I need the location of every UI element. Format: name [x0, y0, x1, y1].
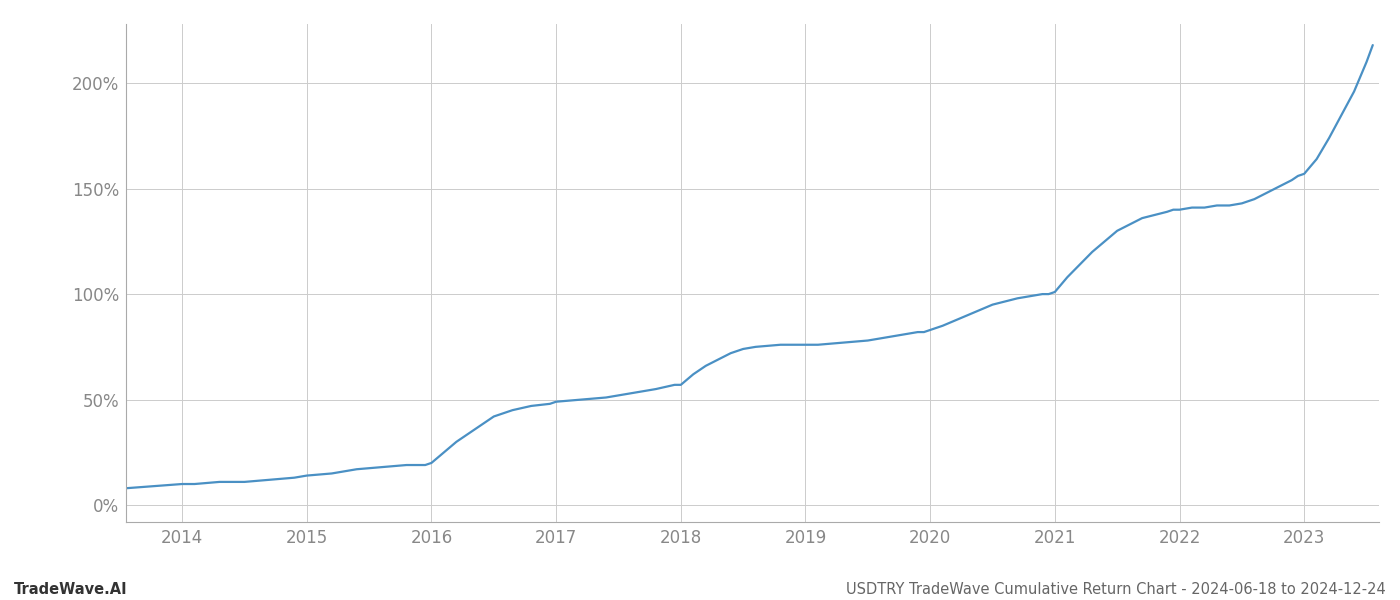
Text: USDTRY TradeWave Cumulative Return Chart - 2024-06-18 to 2024-12-24: USDTRY TradeWave Cumulative Return Chart… [846, 582, 1386, 597]
Text: TradeWave.AI: TradeWave.AI [14, 582, 127, 597]
